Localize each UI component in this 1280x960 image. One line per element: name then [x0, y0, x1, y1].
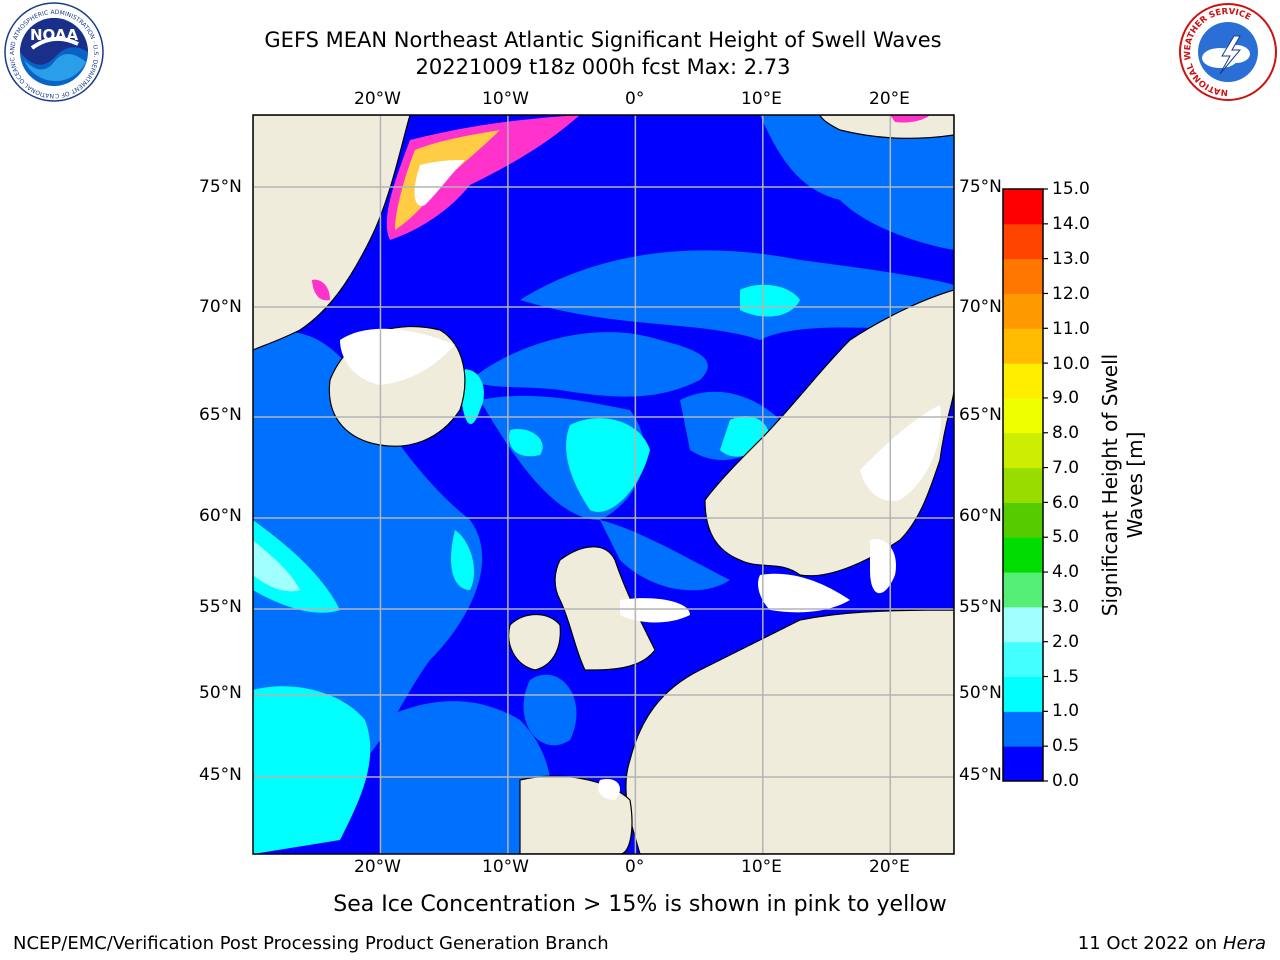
- colorbar-tick-label: 15.0: [1052, 179, 1090, 199]
- colorbar-title: Significant Height of Swell Waves [m]: [1098, 353, 1147, 617]
- lon-label-top-20e: 20°E: [869, 89, 910, 109]
- noaa-logo: NATIONAL OCEANIC AND ATMOSPHERIC ADMINIS…: [2, 2, 104, 102]
- svalbard: [819, 115, 954, 139]
- colorbar-segment: [1003, 676, 1043, 712]
- land-masses: [253, 115, 954, 854]
- colorbar-tick-label: 3.0: [1052, 597, 1080, 617]
- scandinavia: [704, 289, 954, 577]
- colorbar-segment: [1003, 641, 1043, 678]
- lat-label-right-75n: 75°N: [959, 177, 1002, 197]
- lat-label-right-50n: 50°N: [959, 683, 1002, 703]
- colorbar-tick-label: 12.0: [1052, 284, 1090, 304]
- lon-label-bottom-0: 0°: [625, 857, 645, 877]
- colorbar-segment: [1003, 223, 1043, 260]
- lon-label-bottom-10w: 10°W: [482, 857, 529, 877]
- colorbar-segment: [1003, 467, 1043, 503]
- colorbar-tick-label: 14.0: [1052, 214, 1090, 234]
- sea-ice-note: Sea Ice Concentration > 15% is shown in …: [333, 892, 947, 917]
- lon-label-top-20w: 20°W: [354, 89, 401, 109]
- colorbar-segment: [1003, 502, 1043, 538]
- colorbar-segment: [1003, 746, 1043, 782]
- colorbar-tick-label: 11.0: [1052, 319, 1090, 339]
- swell-contours-1_0-1_5m: [253, 284, 800, 854]
- lon-label-bottom-20e: 20°E: [869, 857, 910, 877]
- colorbar-tick-label: 0.5: [1052, 736, 1080, 756]
- footer-date: 11 Oct 2022 on Hera: [1077, 933, 1266, 954]
- colorbar-tick-label: 4.0: [1052, 562, 1080, 582]
- ireland: [508, 613, 561, 671]
- lat-label-right-45n: 45°N: [959, 765, 1002, 785]
- colorbar-segment: [1003, 432, 1043, 469]
- lat-label-right-65n: 65°N: [959, 405, 1002, 425]
- colorbar: [1002, 188, 1048, 782]
- map-frame: [252, 114, 955, 855]
- colorbar-tick-label: 13.0: [1052, 249, 1090, 269]
- lat-label-left-70n: 70°N: [199, 297, 242, 317]
- colorbar-segment: [1003, 711, 1043, 747]
- colorbar-segment: [1003, 293, 1043, 329]
- noaa-logo-text: NOAA: [30, 26, 79, 44]
- lat-label-left-65n: 65°N: [199, 405, 242, 425]
- colorbar-tick-label: 10.0: [1052, 354, 1090, 374]
- lat-label-right-55n: 55°N: [959, 597, 1002, 617]
- continental-europe: [625, 430, 954, 854]
- lon-label-top-10w: 10°W: [482, 89, 529, 109]
- greenland: [253, 115, 411, 351]
- colorbar-segment: [1003, 363, 1043, 399]
- colorbar-tick-label: 8.0: [1052, 423, 1080, 443]
- lat-label-right-70n: 70°N: [959, 297, 1002, 317]
- colorbar-tick-label: 1.0: [1052, 701, 1080, 721]
- swell-contours-1_5-2_0m: [253, 540, 300, 592]
- lat-label-right-60n: 60°N: [959, 506, 1002, 526]
- lon-label-bottom-10e: 10°E: [741, 857, 782, 877]
- footer-host: Hera: [1222, 933, 1266, 954]
- map-title: GEFS MEAN Northeast Atlantic Significant…: [264, 28, 942, 52]
- lon-label-top-10e: 10°E: [741, 89, 782, 109]
- colorbar-segment: [1003, 572, 1043, 608]
- colorbar-segment: [1003, 189, 1043, 225]
- lon-label-top-0: 0°: [625, 89, 645, 109]
- colorbar-segment: [1003, 537, 1043, 573]
- colorbar-tick-label: 1.5: [1052, 667, 1080, 687]
- lat-label-left-75n: 75°N: [199, 177, 242, 197]
- colorbar-tick-label: 6.0: [1052, 493, 1080, 513]
- colorbar-segment: [1003, 328, 1043, 364]
- colorbar-tick-label: 7.0: [1052, 458, 1080, 478]
- lat-label-left-45n: 45°N: [199, 765, 242, 785]
- lon-label-bottom-20w: 20°W: [354, 857, 401, 877]
- colorbar-segment: [1003, 258, 1043, 294]
- graticule: [253, 115, 954, 854]
- colorbar-segment: [1003, 397, 1043, 434]
- no-data-areas: [340, 328, 941, 800]
- lat-label-left-50n: 50°N: [199, 683, 242, 703]
- map-subtitle: 20221009 t18z 000h fcst Max: 2.73: [415, 55, 791, 79]
- colorbar-tick-label: 5.0: [1052, 527, 1080, 547]
- footer-branch: NCEP/EMC/Verification Post Processing Pr…: [13, 933, 609, 954]
- colorbar-segment: [1003, 606, 1043, 643]
- colorbar-tick-label: 0.0: [1052, 771, 1080, 791]
- colorbar-tick-label: 2.0: [1052, 632, 1080, 652]
- nws-logo: NATIONAL WEATHER SERVICE: [1179, 3, 1277, 101]
- sea-ice: [312, 115, 930, 301]
- lat-label-left-60n: 60°N: [199, 506, 242, 526]
- lat-label-left-55n: 55°N: [199, 597, 242, 617]
- colorbar-tick-label: 9.0: [1052, 388, 1080, 408]
